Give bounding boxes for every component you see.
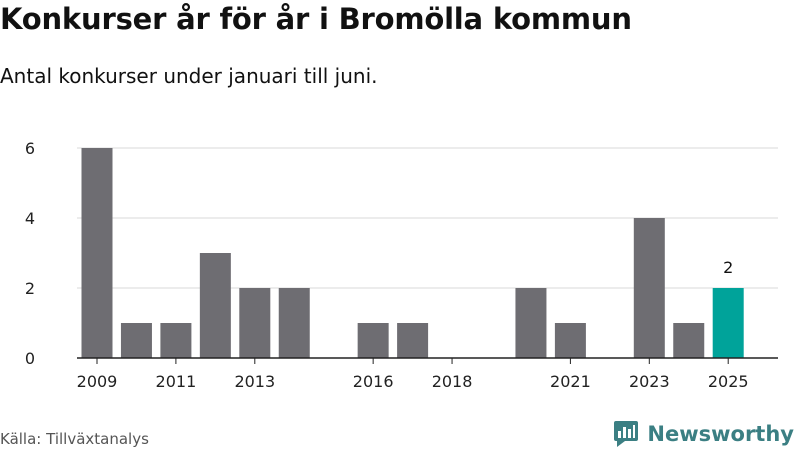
bar-2013 [239,288,271,358]
bar-2012 [199,253,231,358]
y-tick-label: 6 [25,139,35,158]
source-note: Källa: Tillväxtanalys [0,430,149,448]
x-tick-label: 2009 [77,372,118,391]
bar-2011 [160,323,192,358]
bar-2017 [397,323,429,358]
bar-2014 [278,288,310,358]
chart-subtitle: Antal konkurser under januari till juni. [0,64,378,88]
brand-name: Newsworthy [647,422,794,446]
x-tick-label: 2025 [708,372,749,391]
bar-2016 [357,323,389,358]
x-tick-label: 2013 [234,372,275,391]
gridlines [77,147,778,289]
brand-logo: Newsworthy [613,420,794,448]
chart-title: Konkurser år för år i Bromölla kommun [0,2,632,36]
bar-2021 [554,323,586,358]
y-axis-ticks: 0 2 4 6 [25,139,35,368]
y-tick-label: 2 [25,279,35,298]
bar-2023 [633,218,665,358]
bar-2020 [515,288,547,358]
bar-2024 [673,323,705,358]
y-tick-label: 4 [25,209,35,228]
bar-2025 [712,288,744,358]
newsworthy-logo-icon [614,421,639,447]
bar-2010 [120,323,152,358]
x-tick-label: 2018 [432,372,473,391]
data-label-2025: 2 [723,258,733,277]
x-tick-label: 2023 [629,372,670,391]
bar-2009 [81,148,113,358]
data-labels: 2 [723,258,733,277]
y-tick-label: 0 [25,349,35,368]
x-axis-ticks: 2009 2011 2013 2016 2018 2021 2023 2025 [77,358,749,391]
x-tick-label: 2021 [550,372,591,391]
x-tick-label: 2016 [353,372,394,391]
x-tick-label: 2011 [156,372,197,391]
bars [81,148,744,358]
